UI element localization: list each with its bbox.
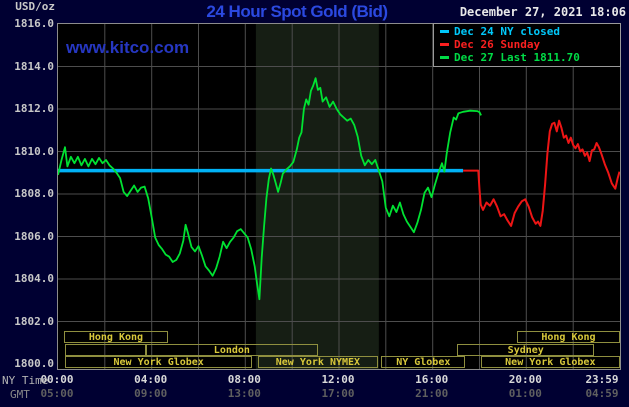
- nymex-session-shade: [255, 24, 379, 369]
- x-tick-ny: 00:00: [40, 373, 74, 386]
- y-axis-unit-label: USD/oz: [15, 0, 55, 13]
- x-tick-ny: 20:00: [508, 373, 542, 386]
- y-tick-label: 1808.0: [14, 187, 54, 200]
- session-box-empty: [65, 344, 146, 356]
- session-box-hong-kong: Hong Kong: [63, 331, 169, 343]
- legend-item: Dec 26 Sunday: [434, 38, 620, 51]
- y-tick-label: 1812.0: [14, 102, 54, 115]
- plot-area: www.kitco.com Hong Kong Hong Kong London Sy…: [57, 23, 621, 370]
- series-1: [463, 119, 620, 227]
- ny-time-axis-label: NY Time: [2, 374, 49, 387]
- x-tick-ny: 16:00: [415, 373, 449, 386]
- x-tick-ny: 08:00: [227, 373, 261, 386]
- page-title: 24 Hour Spot Gold (Bid): [206, 2, 388, 21]
- y-tick-label: 1806.0: [14, 229, 54, 243]
- x-tick-ny: 04:00: [134, 373, 168, 386]
- x-tick-gmt: 13:00: [227, 387, 261, 400]
- session-box-sydney: Sydney: [457, 344, 595, 356]
- y-tick-label: 1814.0: [14, 59, 54, 73]
- session-box-ny-globex: NY Globex: [381, 356, 466, 368]
- session-box-london: London: [145, 344, 318, 356]
- y-tick-label: 1804.0: [14, 272, 54, 285]
- session-box-new-york-globex: New York Globex: [65, 356, 253, 368]
- legend-dash-icon: [440, 29, 449, 33]
- legend-item: Dec 24 NY closed: [434, 25, 620, 38]
- x-tick-gmt: 04:59: [585, 387, 619, 400]
- legend-dash-icon: [440, 55, 449, 59]
- x-tick-gmt: 17:00: [321, 387, 355, 400]
- y-tick-label: 1816.0: [14, 17, 54, 30]
- chart-timestamp: December 27, 2021 18:06: [459, 5, 626, 19]
- y-tick-label: 1802.0: [14, 314, 54, 328]
- session-box-new-york-nymex: New York NYMEX: [258, 356, 378, 368]
- kitco-watermark-link[interactable]: www.kitco.com: [66, 38, 190, 57]
- y-tick-label: 1800.0: [14, 357, 54, 370]
- chart-legend: Dec 24 NY closed Dec 26 Sunday Dec 27 Last…: [433, 23, 621, 67]
- legend-item: Dec 27 Last 1811.70: [434, 51, 620, 64]
- x-tick-ny: 12:00: [321, 373, 355, 386]
- x-tick-gmt: 01:00: [508, 387, 542, 400]
- series-2: [58, 77, 482, 301]
- y-tick-label: 1810.0: [14, 144, 54, 158]
- legend-dash-icon: [440, 42, 449, 46]
- x-tick-gmt: 21:00: [415, 387, 449, 400]
- x-tick-gmt: 05:00: [40, 387, 74, 400]
- session-box-new-york-globex: New York Globex: [480, 356, 620, 368]
- session-box-hong-kong: Hong Kong: [516, 331, 620, 343]
- x-tick-ny: 23:59: [585, 373, 619, 386]
- gmt-axis-label: GMT: [10, 388, 30, 401]
- chart-canvas: [58, 24, 620, 369]
- x-tick-gmt: 09:00: [134, 387, 168, 400]
